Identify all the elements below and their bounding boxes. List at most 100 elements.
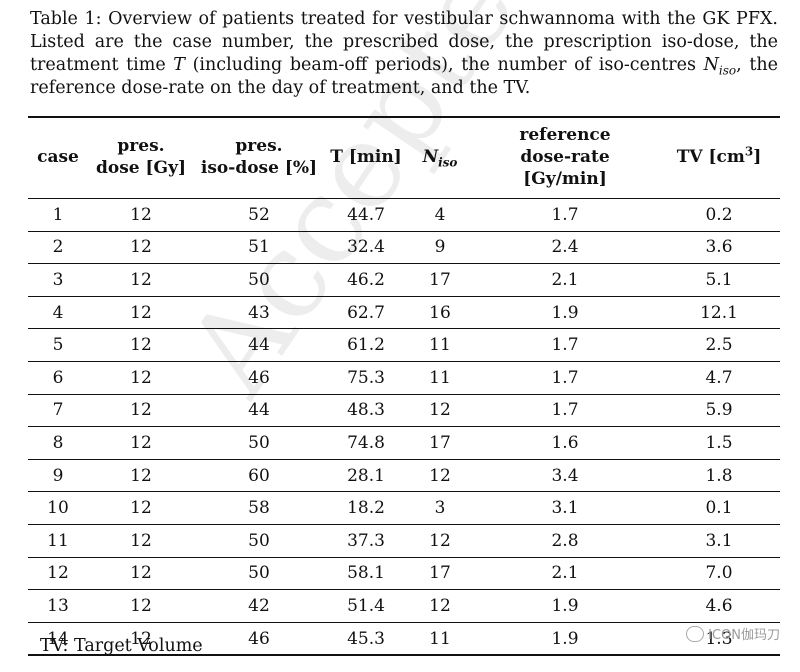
table-row: 10 12 58 18.2 3 3.1 0.1 bbox=[28, 491, 780, 525]
cell-reference-dose-rate: 2.4 bbox=[472, 231, 658, 265]
cell-time: 46.2 bbox=[324, 263, 408, 297]
caption-prefix: Table 1: Overview of patients treated fo… bbox=[30, 9, 778, 75]
table-row: 1 12 52 44.7 4 1.7 0.2 bbox=[28, 198, 780, 232]
cell-time: 44.7 bbox=[324, 198, 408, 232]
table-row: 9 12 60 28.1 12 3.4 1.8 bbox=[28, 459, 780, 493]
table-row: 3 12 50 46.2 17 2.1 5.1 bbox=[28, 263, 780, 297]
cell-reference-dose-rate: 3.1 bbox=[472, 491, 658, 525]
header-time: T [min] bbox=[330, 147, 402, 167]
table-row: 5 12 44 61.2 11 1.7 2.5 bbox=[28, 328, 780, 362]
cell-reference-dose-rate: 3.4 bbox=[472, 459, 658, 493]
cell-pres-iso-dose: 51 bbox=[194, 231, 324, 265]
cell-pres-dose: 12 bbox=[88, 524, 194, 558]
cell-tv: 0.1 bbox=[658, 491, 780, 525]
header-tv: TV [cm3] bbox=[676, 144, 762, 167]
cell-pres-dose: 12 bbox=[88, 589, 194, 623]
cell-pres-iso-dose: 44 bbox=[194, 394, 324, 428]
caption-suffix: , the reference dose-rate on the day of … bbox=[30, 55, 778, 98]
cell-tv: 12.1 bbox=[658, 296, 780, 330]
cell-case: 8 bbox=[28, 426, 88, 460]
table-row: 11 12 50 37.3 12 2.8 3.1 bbox=[28, 524, 780, 558]
wechat-badge: ICON伽玛刀 bbox=[686, 624, 780, 643]
cell-case: 4 bbox=[28, 296, 88, 330]
cell-pres-dose: 12 bbox=[88, 328, 194, 362]
cell-pres-dose: 12 bbox=[88, 394, 194, 428]
cell-case: 11 bbox=[28, 524, 88, 558]
cell-pres-iso-dose: 50 bbox=[194, 263, 324, 297]
cell-case: 2 bbox=[28, 231, 88, 265]
cell-time: 48.3 bbox=[324, 394, 408, 428]
cell-n-iso: 17 bbox=[408, 557, 472, 591]
table-row: 14 12 46 45.3 11 1.9 1.3 bbox=[28, 622, 780, 657]
cell-tv: 3.6 bbox=[658, 231, 780, 265]
badge-label: ICON伽玛刀 bbox=[708, 628, 780, 643]
cell-reference-dose-rate: 1.9 bbox=[472, 622, 658, 657]
cell-case: 7 bbox=[28, 394, 88, 428]
header-pres-dose: pres. dose [Gy] bbox=[95, 136, 186, 178]
table-row: 2 12 51 32.4 9 2.4 3.6 bbox=[28, 231, 780, 265]
cell-pres-iso-dose: 60 bbox=[194, 459, 324, 493]
cell-pres-dose: 12 bbox=[88, 426, 194, 460]
cell-pres-iso-dose: 46 bbox=[194, 622, 324, 657]
header-row: case pres. dose [Gy] pres. iso-dose [%] T … bbox=[28, 117, 780, 199]
cell-n-iso: 16 bbox=[408, 296, 472, 330]
cell-reference-dose-rate: 1.7 bbox=[472, 361, 658, 395]
cell-case: 13 bbox=[28, 589, 88, 623]
cell-n-iso: 17 bbox=[408, 426, 472, 460]
cell-pres-dose: 12 bbox=[88, 263, 194, 297]
cell-reference-dose-rate: 1.7 bbox=[472, 198, 658, 232]
cell-case: 5 bbox=[28, 328, 88, 362]
cell-pres-iso-dose: 58 bbox=[194, 491, 324, 525]
caption-N-symbol: N bbox=[703, 55, 719, 75]
cell-case: 14 bbox=[28, 622, 88, 657]
cell-case: 10 bbox=[28, 491, 88, 525]
cell-reference-dose-rate: 1.9 bbox=[472, 589, 658, 623]
cell-tv: 5.9 bbox=[658, 394, 780, 428]
cell-pres-iso-dose: 44 bbox=[194, 328, 324, 362]
header-reference-dose-rate: reference dose-rate [Gy/min] bbox=[519, 125, 611, 189]
cell-pres-dose: 12 bbox=[88, 231, 194, 265]
patient-table: case pres. dose [Gy] pres. iso-dose [%] T … bbox=[28, 116, 780, 657]
cell-n-iso: 3 bbox=[408, 491, 472, 525]
cell-tv: 0.2 bbox=[658, 198, 780, 232]
cell-n-iso: 11 bbox=[408, 361, 472, 395]
cell-pres-iso-dose: 50 bbox=[194, 557, 324, 591]
cell-time: 75.3 bbox=[324, 361, 408, 395]
cell-time: 74.8 bbox=[324, 426, 408, 460]
cell-tv: 5.1 bbox=[658, 263, 780, 297]
cell-time: 32.4 bbox=[324, 231, 408, 265]
cell-time: 28.1 bbox=[324, 459, 408, 493]
cell-n-iso: 12 bbox=[408, 589, 472, 623]
table-caption: Table 1: Overview of patients treated fo… bbox=[30, 8, 778, 100]
cell-n-iso: 12 bbox=[408, 459, 472, 493]
cell-case: 3 bbox=[28, 263, 88, 297]
cell-pres-dose: 12 bbox=[88, 198, 194, 232]
cell-case: 12 bbox=[28, 557, 88, 591]
cell-n-iso: 12 bbox=[408, 524, 472, 558]
caption-mid: (including beam-off periods), the number… bbox=[184, 55, 704, 75]
cell-pres-iso-dose: 43 bbox=[194, 296, 324, 330]
cell-tv: 7.0 bbox=[658, 557, 780, 591]
chat-bubble-icon bbox=[686, 625, 705, 642]
cell-reference-dose-rate: 2.1 bbox=[472, 263, 658, 297]
cell-n-iso: 17 bbox=[408, 263, 472, 297]
cell-n-iso: 11 bbox=[408, 328, 472, 362]
cell-pres-dose: 12 bbox=[88, 622, 194, 657]
footnote: TV: Target Volume bbox=[40, 636, 203, 656]
table-row: 4 12 43 62.7 16 1.9 12.1 bbox=[28, 296, 780, 330]
cell-case: 6 bbox=[28, 361, 88, 395]
header-case: case bbox=[37, 147, 79, 167]
cell-pres-iso-dose: 46 bbox=[194, 361, 324, 395]
cell-time: 51.4 bbox=[324, 589, 408, 623]
cell-pres-dose: 12 bbox=[88, 557, 194, 591]
cell-n-iso: 11 bbox=[408, 622, 472, 657]
cell-time: 62.7 bbox=[324, 296, 408, 330]
cell-case: 1 bbox=[28, 198, 88, 232]
caption-N-subscript: iso bbox=[718, 63, 737, 78]
cell-pres-iso-dose: 52 bbox=[194, 198, 324, 232]
cell-case: 9 bbox=[28, 459, 88, 493]
table-row: 8 12 50 74.8 17 1.6 1.5 bbox=[28, 426, 780, 460]
cell-tv: 1.3 bbox=[658, 622, 780, 657]
cell-reference-dose-rate: 1.7 bbox=[472, 328, 658, 362]
cell-n-iso: 12 bbox=[408, 394, 472, 428]
